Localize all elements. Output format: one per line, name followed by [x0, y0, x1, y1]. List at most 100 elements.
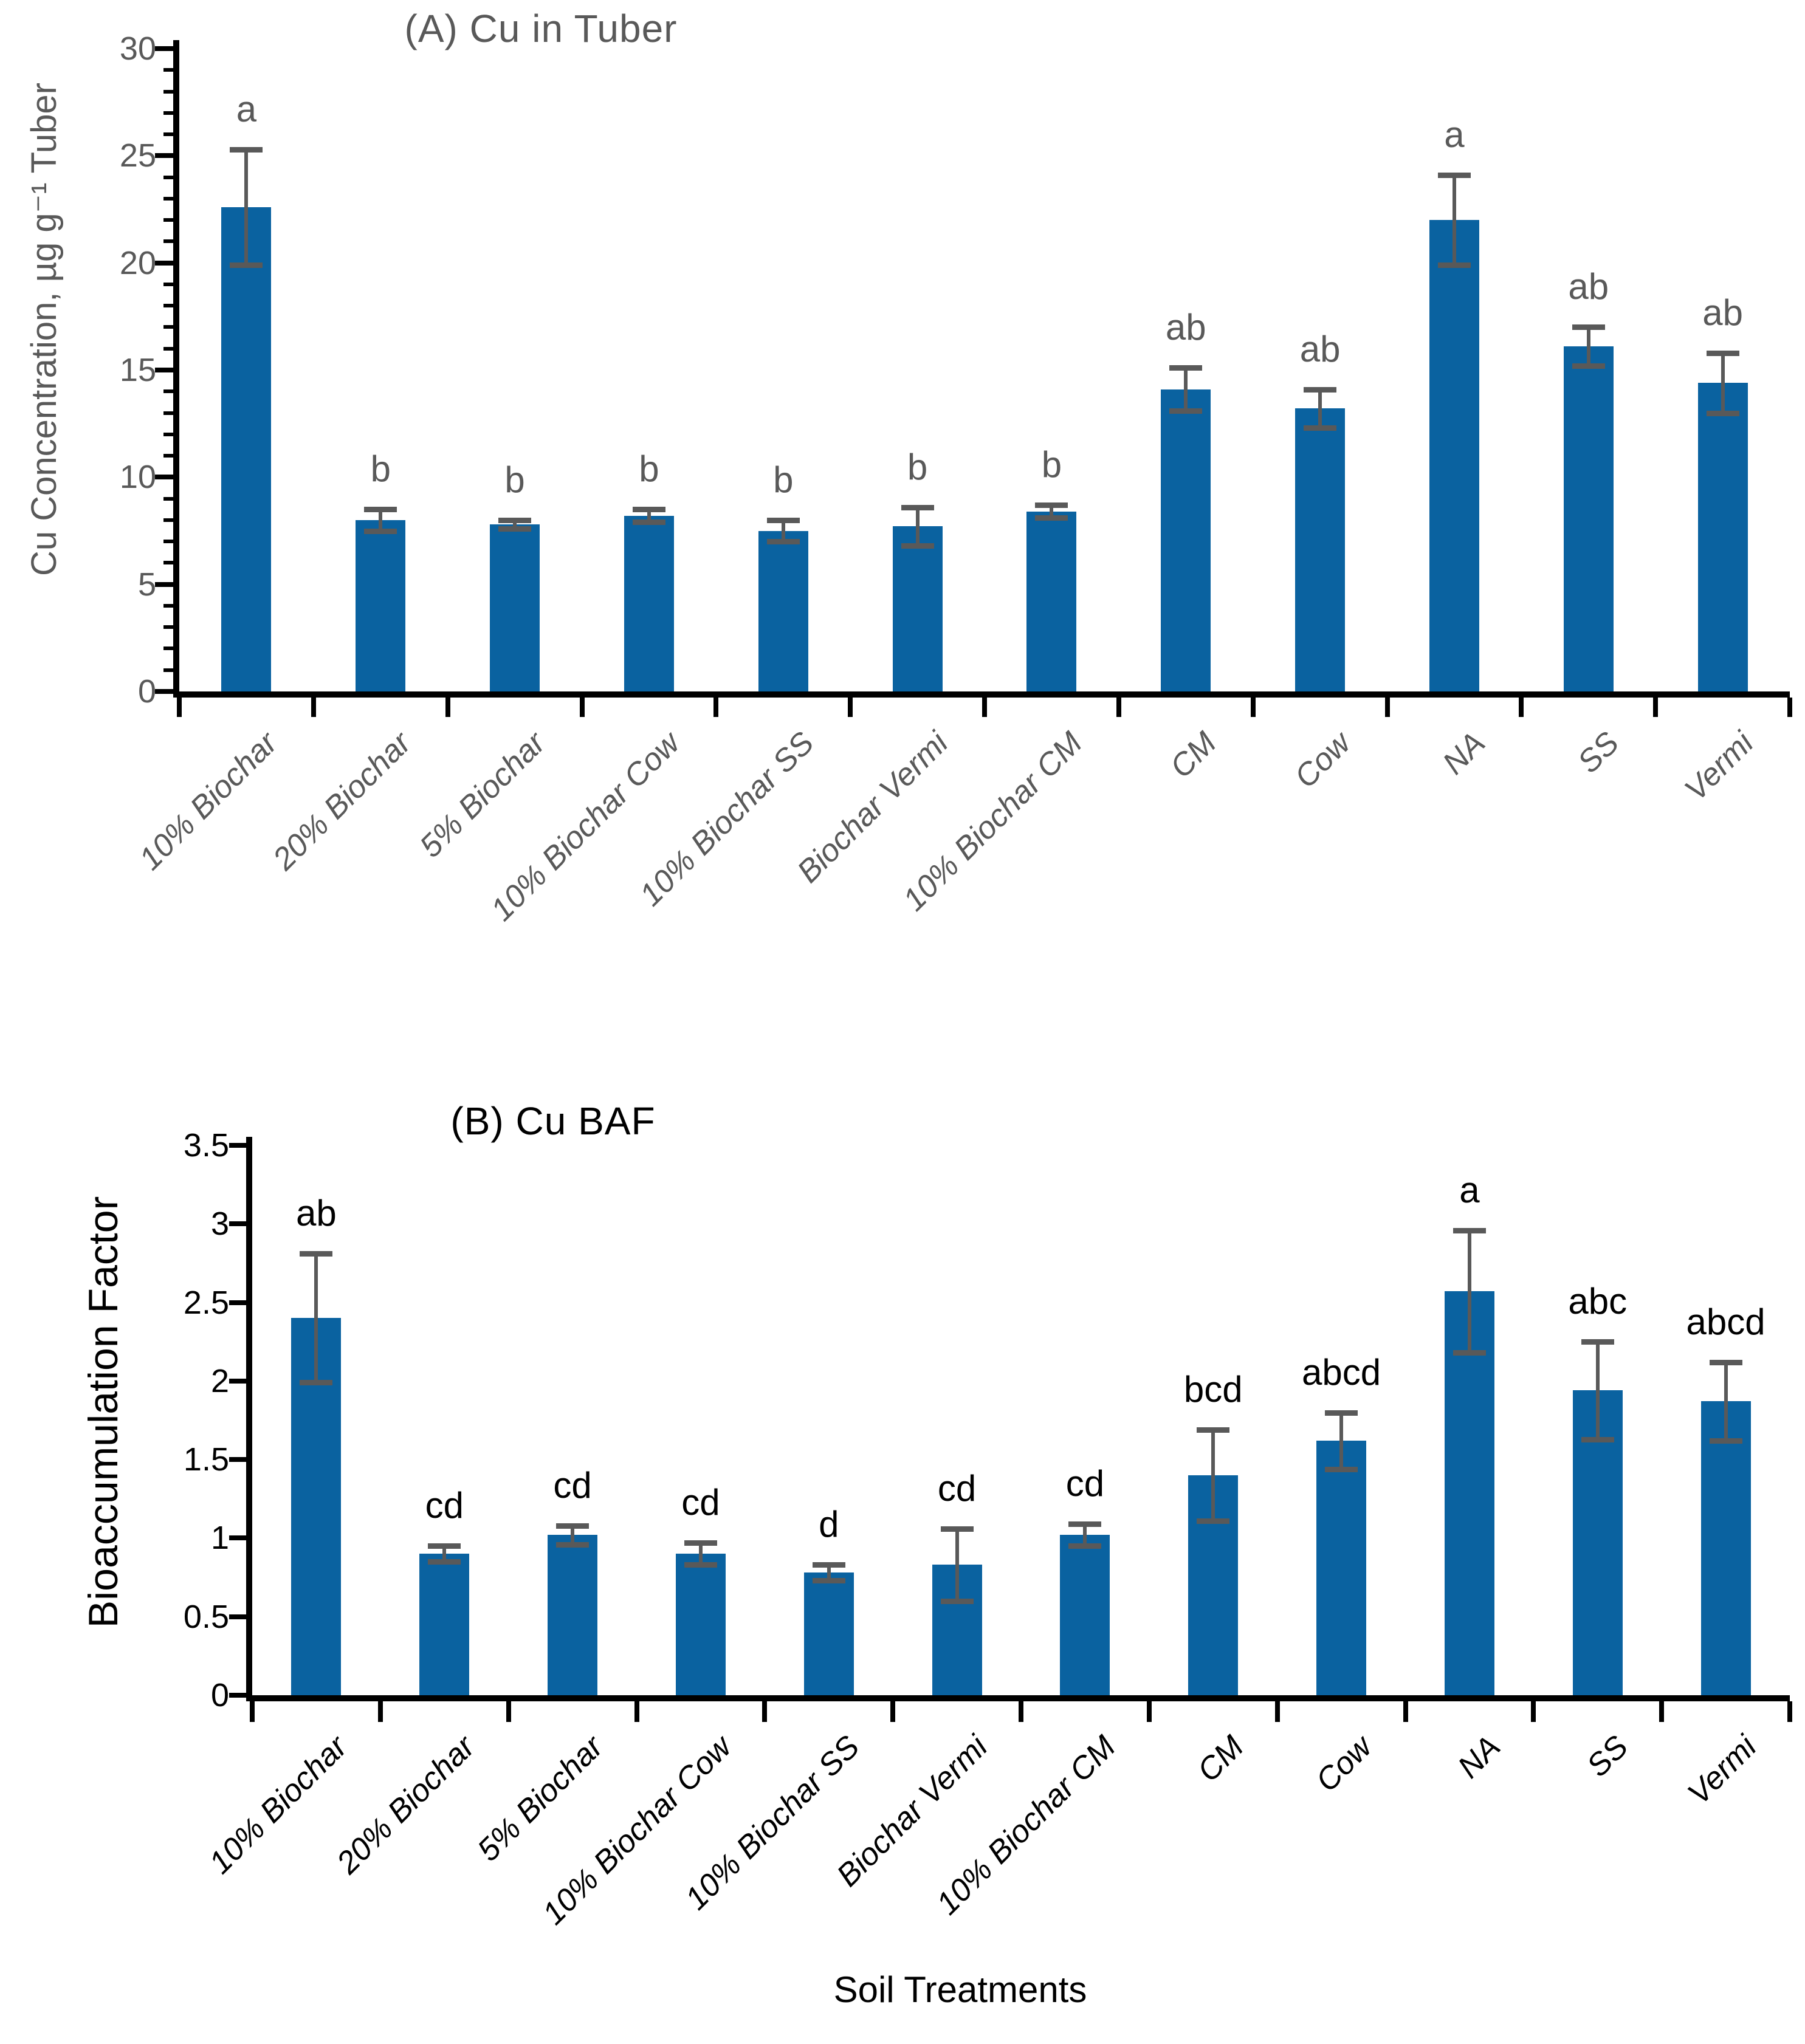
error-bar-line-cm: [1184, 368, 1188, 411]
error-bar-line-5-biochar: [513, 520, 517, 529]
sig-letter-na: a: [1444, 114, 1465, 156]
x-axis-line: [246, 1695, 1790, 1701]
bar-5-biochar: [490, 524, 540, 691]
error-bar-line-5-biochar: [571, 1525, 575, 1545]
error-bar-cap-top-10-biochar: [300, 1251, 333, 1257]
bar-cm: [1161, 389, 1211, 691]
x-axis-tick: [1659, 1701, 1665, 1722]
sig-letter-5-biochar: cd: [553, 1464, 592, 1506]
x-axis-tick: [250, 1701, 255, 1722]
x-axis-tick: [445, 698, 450, 717]
y-axis-major-tick: [155, 46, 173, 51]
error-bar-cap-bottom-20-biochar: [428, 1559, 461, 1565]
error-bar-cap-bottom-5-biochar: [498, 526, 532, 532]
y-axis-tick-label: 30: [119, 30, 156, 67]
y-axis-minor-tick: [163, 454, 173, 458]
x-axis-tick: [1653, 698, 1659, 717]
error-bar-cap-bottom-na: [1437, 262, 1471, 269]
x-axis-tick: [1019, 1701, 1023, 1722]
y-axis-minor-tick: [163, 89, 173, 94]
error-bar-line-vermi: [1724, 1362, 1728, 1441]
y-axis-major-tick: [229, 1614, 246, 1619]
bar-10-biochar-cm: [1026, 511, 1077, 691]
y-axis-major-tick: [155, 689, 173, 694]
error-bar-line-ss: [1595, 1342, 1600, 1439]
x-axis-tick: [1146, 1701, 1152, 1722]
error-bar-line-cm: [1211, 1430, 1215, 1521]
y-axis-minor-tick: [163, 561, 173, 565]
error-bar-cap-bottom-10-biochar-cow: [684, 1562, 717, 1568]
sig-letter-10-biochar-cow: b: [639, 448, 659, 490]
error-bar-cap-bottom-vermi: [1709, 1438, 1742, 1444]
error-bar-cap-bottom-biochar-vermi: [940, 1598, 974, 1604]
x-axis-line: [173, 691, 1790, 698]
bar-20-biochar: [419, 1554, 470, 1695]
y-axis-major-tick: [155, 260, 173, 266]
chart-b-title: (B) Cu BAF: [450, 1099, 656, 1143]
sig-letter-5-biochar: b: [504, 459, 525, 500]
y-axis-tick-label: 5: [137, 566, 156, 603]
bar-10-biochar-cow: [675, 1554, 726, 1695]
x-axis-tick: [506, 1701, 511, 1722]
y-axis-minor-tick: [163, 175, 173, 179]
error-bar-cap-bottom-10-biochar-ss: [766, 539, 800, 545]
sig-letter-ss: abc: [1568, 1281, 1628, 1322]
bar-10-biochar: [221, 207, 272, 691]
error-bar-cap-top-10-biochar-cm: [1035, 502, 1068, 509]
y-axis-major-tick: [155, 368, 173, 372]
sig-letter-20-biochar: b: [370, 448, 391, 490]
error-bar-cap-bottom-10-biochar-cm: [1068, 1543, 1102, 1549]
y-axis-major-tick: [229, 1221, 246, 1227]
x-axis-tick: [1531, 1701, 1536, 1722]
error-bar-cap-top-10-biochar-cow: [684, 1540, 717, 1546]
y-axis-major-tick: [229, 1535, 246, 1541]
sig-letter-biochar-vermi: b: [907, 446, 928, 487]
error-bar-line-10-biochar: [244, 149, 249, 266]
error-bar-line-10-biochar-cm: [1083, 1524, 1087, 1546]
x-axis-tick: [1274, 1701, 1280, 1722]
y-axis-tick-label: 3.5: [183, 1127, 229, 1164]
error-bar-cap-top-vermi: [1709, 1359, 1742, 1365]
error-bar-cap-bottom-cow: [1325, 1466, 1358, 1472]
error-bar-cap-top-10-biochar-ss: [812, 1562, 845, 1568]
y-axis-minor-tick: [163, 603, 173, 608]
y-axis-minor-tick: [163, 218, 173, 222]
error-bar-line-20-biochar: [379, 509, 383, 531]
y-axis-minor-tick: [163, 496, 173, 501]
error-bar-cap-bottom-cow: [1304, 425, 1337, 431]
sig-letter-20-biochar: cd: [425, 1485, 464, 1526]
error-bar-cap-top-10-biochar-cm: [1068, 1521, 1102, 1528]
bar-10-biochar-cow: [624, 515, 674, 691]
error-bar-line-cow: [1318, 389, 1322, 428]
error-bar-cap-bottom-20-biochar: [364, 528, 397, 534]
sig-letter-cm: bcd: [1183, 1369, 1243, 1410]
error-bar-line-10-biochar: [314, 1253, 318, 1383]
bar-na: [1429, 220, 1479, 691]
error-bar-cap-bottom-10-biochar-cm: [1035, 515, 1068, 521]
bar-vermi: [1700, 1401, 1751, 1695]
error-bar-line-10-biochar-cow: [698, 1543, 703, 1565]
y-axis-major-tick: [229, 1300, 246, 1305]
y-axis-minor-tick: [163, 646, 173, 651]
y-axis-minor-tick: [163, 132, 173, 137]
y-axis-minor-tick: [163, 432, 173, 436]
sig-letter-10-biochar: a: [236, 88, 257, 129]
bar-ss: [1563, 346, 1614, 691]
y-axis-minor-tick: [163, 625, 173, 629]
y-axis-tick-label: 1.5: [183, 1441, 229, 1478]
y-axis-major-tick: [229, 1378, 246, 1384]
y-axis-minor-tick: [163, 411, 173, 415]
y-axis-tick-label: 0: [137, 673, 156, 710]
x-axis-tick: [890, 1701, 896, 1722]
error-bar-cap-top-5-biochar: [498, 517, 532, 523]
y-axis-minor-tick: [163, 196, 173, 201]
sig-letter-vermi: ab: [1702, 292, 1743, 333]
error-bar-cap-top-ss: [1581, 1339, 1614, 1345]
bar-20-biochar: [356, 520, 406, 691]
bar-cow: [1316, 1441, 1367, 1695]
sig-letter-cow: abcd: [1302, 1351, 1381, 1393]
x-tick-label-text: Vermi: [1680, 1729, 1764, 1812]
error-bar-line-20-biochar: [442, 1546, 447, 1562]
